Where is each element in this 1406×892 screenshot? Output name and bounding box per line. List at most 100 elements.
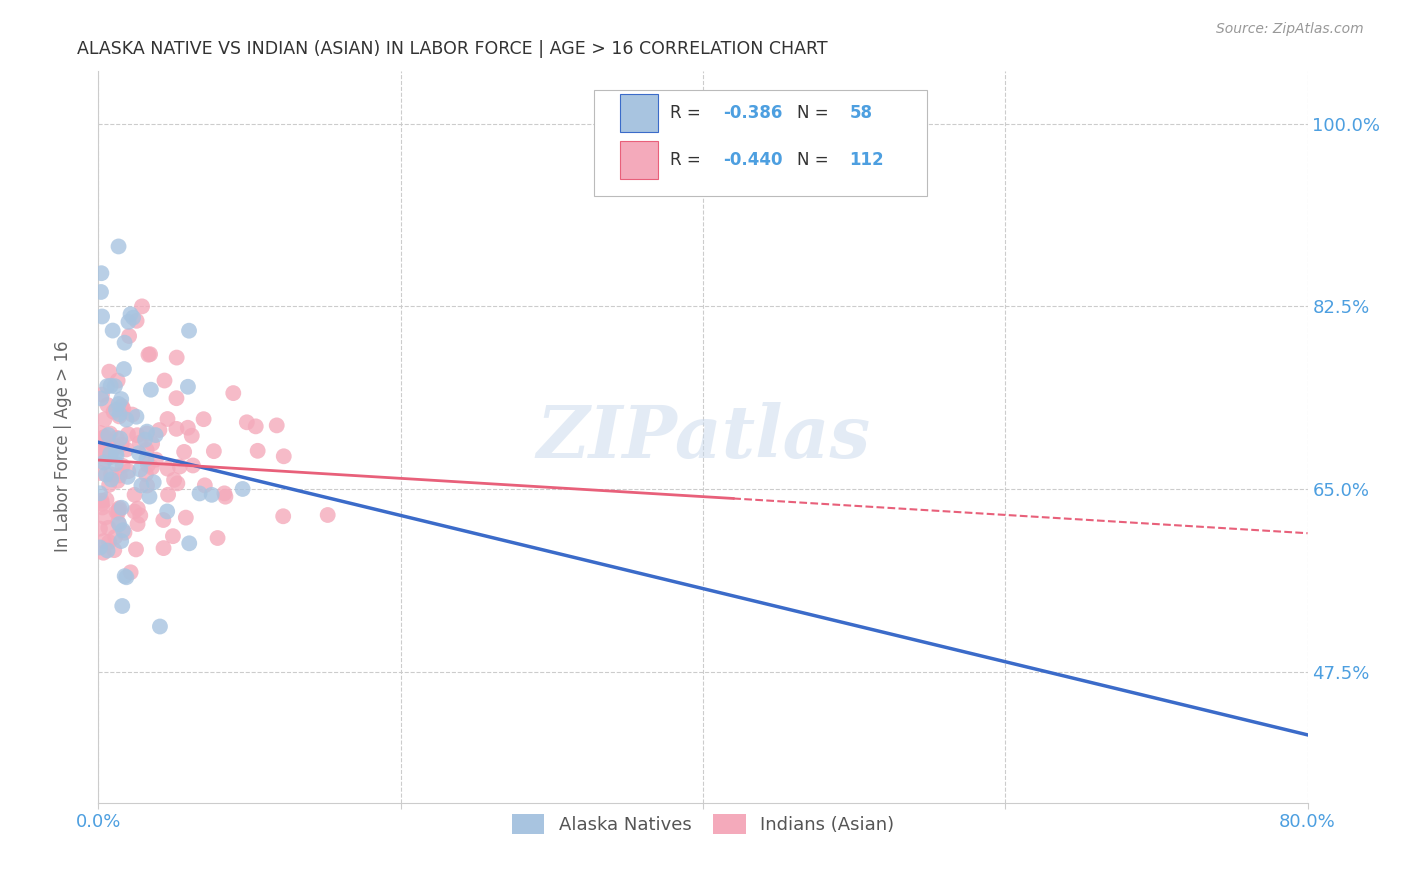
Point xyxy=(104,440,127,454)
FancyBboxPatch shape xyxy=(620,141,658,178)
Point xyxy=(153,374,176,388)
Point xyxy=(214,486,236,500)
Point xyxy=(101,324,124,338)
Point xyxy=(105,505,128,519)
Point xyxy=(129,508,152,523)
Text: 58: 58 xyxy=(849,104,872,122)
Point xyxy=(107,516,129,530)
Text: -0.386: -0.386 xyxy=(724,104,783,122)
Point xyxy=(90,266,112,280)
Point xyxy=(104,379,127,393)
Point xyxy=(136,458,159,472)
Point xyxy=(107,474,129,488)
Point xyxy=(122,310,145,325)
Point xyxy=(93,533,115,548)
Point xyxy=(135,426,157,441)
Point xyxy=(91,436,114,450)
Point xyxy=(207,531,229,545)
Point xyxy=(136,478,159,492)
Point xyxy=(98,535,121,549)
Point xyxy=(98,450,121,465)
Point xyxy=(156,412,179,426)
Point xyxy=(96,379,118,393)
Point xyxy=(105,449,128,463)
Point xyxy=(111,500,134,515)
Point xyxy=(89,447,111,461)
Text: N =: N = xyxy=(797,104,834,122)
Point xyxy=(107,374,129,388)
Point xyxy=(110,432,132,446)
Point xyxy=(90,285,112,299)
Point xyxy=(127,516,149,531)
Point xyxy=(111,399,134,413)
Point xyxy=(152,541,174,555)
FancyBboxPatch shape xyxy=(620,95,658,132)
Point xyxy=(93,412,115,426)
Point xyxy=(163,473,186,487)
Point xyxy=(138,348,160,362)
Point xyxy=(90,392,112,406)
Point xyxy=(104,446,127,460)
Point xyxy=(103,405,125,419)
Point xyxy=(124,488,146,502)
Point xyxy=(97,428,120,442)
Point xyxy=(105,431,128,445)
Point xyxy=(114,569,136,583)
Point xyxy=(101,444,124,458)
Point xyxy=(111,599,134,613)
Text: ALASKA NATIVE VS INDIAN (ASIAN) IN LABOR FORCE | AGE > 16 CORRELATION CHART: ALASKA NATIVE VS INDIAN (ASIAN) IN LABOR… xyxy=(77,40,828,58)
Point xyxy=(108,501,131,516)
Point xyxy=(112,362,135,376)
Point xyxy=(145,452,167,467)
Point xyxy=(98,426,121,441)
Point xyxy=(96,398,118,412)
Point xyxy=(117,470,139,484)
Point xyxy=(177,324,200,338)
Point xyxy=(100,473,122,487)
Point xyxy=(266,418,288,433)
Point xyxy=(96,543,118,558)
Point xyxy=(108,468,131,483)
Text: 112: 112 xyxy=(849,151,884,169)
Point xyxy=(149,619,172,633)
Point xyxy=(89,425,111,440)
Point xyxy=(136,425,159,439)
Text: In Labor Force | Age > 16: In Labor Force | Age > 16 xyxy=(55,340,72,552)
Point xyxy=(162,529,184,543)
Point xyxy=(180,428,202,442)
Point xyxy=(105,402,128,417)
Point xyxy=(110,534,132,549)
Point xyxy=(127,428,149,442)
Point xyxy=(89,436,111,450)
Point xyxy=(115,442,138,457)
Point xyxy=(316,508,339,522)
Text: N =: N = xyxy=(797,151,834,169)
Point xyxy=(156,504,179,518)
Point xyxy=(166,351,188,365)
Point xyxy=(117,315,139,329)
Point xyxy=(91,546,114,560)
Point xyxy=(96,448,118,462)
Point xyxy=(103,543,125,558)
Point xyxy=(214,490,236,504)
Point xyxy=(145,428,167,442)
Point xyxy=(173,445,195,459)
Point xyxy=(139,383,162,397)
Point xyxy=(273,450,295,464)
Point xyxy=(188,486,211,500)
Point xyxy=(125,314,148,328)
Point xyxy=(152,513,174,527)
Point xyxy=(94,510,117,524)
Point xyxy=(94,467,117,482)
Point xyxy=(91,431,114,445)
Point xyxy=(169,459,191,474)
Point xyxy=(89,541,111,555)
Point xyxy=(271,509,294,524)
Point xyxy=(141,460,163,475)
Point xyxy=(97,444,120,458)
Point xyxy=(110,392,132,406)
Point xyxy=(236,415,259,429)
Point xyxy=(104,457,127,471)
Point xyxy=(177,380,200,394)
Point xyxy=(202,444,225,458)
